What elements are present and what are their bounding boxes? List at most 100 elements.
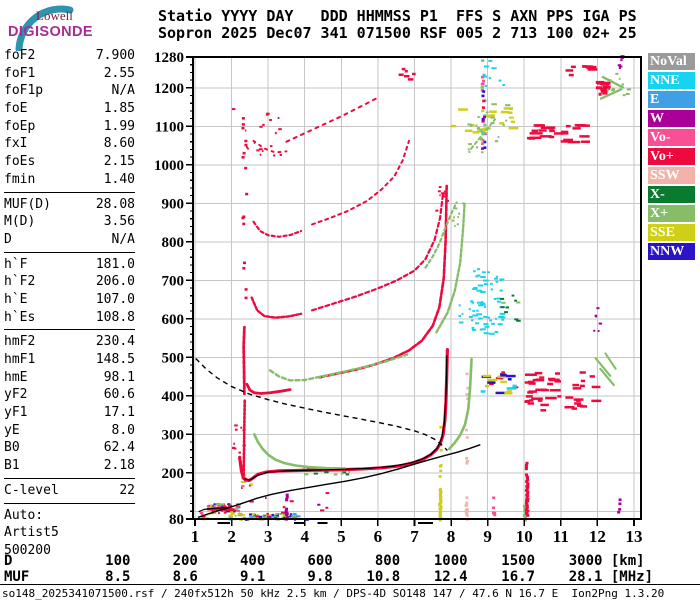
svg-text:1100: 1100 <box>155 119 184 135</box>
param-row: foF1p N/A <box>4 82 135 100</box>
param-row: Artist5 <box>4 524 135 542</box>
param-value: 107.0 <box>95 291 135 307</box>
param-label: h`E <box>4 291 28 307</box>
header-line2: Sopron 2025 Dec07 341 071500 RSF 005 2 7… <box>158 23 637 42</box>
param-label: D <box>4 231 12 247</box>
param-value: 1.40 <box>103 171 135 187</box>
param-row: foF1 2.55 <box>4 65 135 83</box>
svg-text:300: 300 <box>162 427 185 443</box>
param-label: M(D) <box>4 214 36 230</box>
param-row: MUF(D) 28.08 <box>4 196 135 214</box>
svg-text:800: 800 <box>162 235 185 251</box>
param-row: Auto: <box>4 507 135 525</box>
param-row: foEs 2.15 <box>4 153 135 171</box>
param-row: h`Es 108.8 <box>4 309 135 327</box>
panel-divider <box>4 251 135 253</box>
param-row: yE 8.0 <box>4 422 135 440</box>
svg-text:500: 500 <box>162 350 185 366</box>
param-label: foF1 <box>4 65 36 81</box>
param-value: 230.4 <box>95 334 135 350</box>
param-row: foEp 1.99 <box>4 118 135 136</box>
param-row: hmE 98.1 <box>4 369 135 387</box>
svg-text:200: 200 <box>162 466 185 482</box>
param-row: B1 2.18 <box>4 457 135 475</box>
station-header: Statio YYYY DAY DDD HHMMSS P1 FFS S AXN … <box>158 8 637 41</box>
param-label: B1 <box>4 458 20 474</box>
param-label: h`F2 <box>4 274 36 290</box>
param-row: fmin 1.40 <box>4 171 135 189</box>
param-label: 500200 <box>4 542 51 558</box>
svg-text:600: 600 <box>162 312 185 328</box>
param-label: h`Es <box>4 309 36 325</box>
panel-divider <box>4 191 135 193</box>
header-line1: Statio YYYY DAY DDD HHMMSS P1 FFS S AXN … <box>158 7 637 25</box>
param-row: h`E 107.0 <box>4 291 135 309</box>
logo-arc-icon <box>15 5 74 51</box>
svg-text:1: 1 <box>191 527 200 546</box>
svg-text:3: 3 <box>264 527 273 546</box>
param-label: yE <box>4 422 20 438</box>
svg-text:1280: 1280 <box>154 50 184 66</box>
param-row: h`F 181.0 <box>4 256 135 274</box>
param-row: foF2 7.900 <box>4 47 135 65</box>
muf-frequency-row: MUF 8.5 8.6 9.1 9.8 10.8 12.4 16.7 28.1 … <box>4 569 654 585</box>
panel-divider <box>4 502 135 504</box>
param-label: foE <box>4 101 28 117</box>
param-label: yF1 <box>4 405 28 421</box>
param-value: 28.08 <box>95 196 135 212</box>
legend-item-e: E <box>648 91 695 108</box>
param-row: M(D) 3.56 <box>4 213 135 231</box>
param-value: 22 <box>119 482 135 498</box>
param-value: 2.55 <box>103 65 135 81</box>
param-row: h`F2 206.0 <box>4 273 135 291</box>
param-label: B0 <box>4 440 20 456</box>
param-value: N/A <box>111 83 135 99</box>
legend-item-sse: SSE <box>648 224 695 241</box>
param-label: C-level <box>4 482 59 498</box>
param-value: 60.6 <box>103 387 135 403</box>
footer-separator <box>0 584 700 585</box>
param-value: 181.0 <box>95 256 135 272</box>
svg-text:900: 900 <box>162 196 185 212</box>
param-value: 62.4 <box>103 440 135 456</box>
legend-item-noval: NoVal <box>648 53 695 70</box>
param-label: Auto: <box>4 507 44 523</box>
param-label: hmE <box>4 369 28 385</box>
param-value: 108.8 <box>95 309 135 325</box>
param-value: 2.15 <box>103 154 135 170</box>
color-legend: NoVal NNE E W Vo- Vo+ SSW X- X+ SSE NNW <box>648 53 695 262</box>
param-label: hmF2 <box>4 334 36 350</box>
svg-text:400: 400 <box>162 389 185 405</box>
panel-divider <box>4 477 135 479</box>
param-row: fxI 8.60 <box>4 135 135 153</box>
param-label: h`F <box>4 256 28 272</box>
param-label: fxI <box>4 136 28 152</box>
param-row: 500200 <box>4 542 135 560</box>
param-label: yF2 <box>4 387 28 403</box>
svg-text:4: 4 <box>300 527 309 546</box>
param-value: 8.60 <box>103 136 135 152</box>
svg-text:13: 13 <box>625 527 642 546</box>
param-value: 3.56 <box>103 214 135 230</box>
svg-text:1200: 1200 <box>154 81 184 97</box>
param-row: yF1 17.1 <box>4 404 135 422</box>
param-label: foF1p <box>4 83 44 99</box>
param-value: 206.0 <box>95 274 135 290</box>
svg-text:9: 9 <box>483 527 492 546</box>
svg-text:6: 6 <box>374 527 383 546</box>
legend-item-x+: X+ <box>648 205 695 222</box>
param-row: C-level 22 <box>4 482 135 500</box>
param-value: 7.900 <box>95 48 135 63</box>
legend-item-x-: X- <box>648 186 695 203</box>
svg-text:12: 12 <box>589 527 606 546</box>
param-row: yF2 60.6 <box>4 386 135 404</box>
logo-digisonde-text: DIGISONDE <box>8 24 93 40</box>
param-label: MUF(D) <box>4 196 51 212</box>
param-label: foEs <box>4 154 36 170</box>
parameter-panel: foF2 7.900 foF1 2.55 foF1p N/A foE 1.85 foEp 1.99… <box>4 47 135 560</box>
param-label: foF2 <box>4 48 36 63</box>
param-value: 98.1 <box>103 369 135 385</box>
svg-text:5: 5 <box>337 527 346 546</box>
logo-lowell-text: Lowell <box>36 8 73 23</box>
